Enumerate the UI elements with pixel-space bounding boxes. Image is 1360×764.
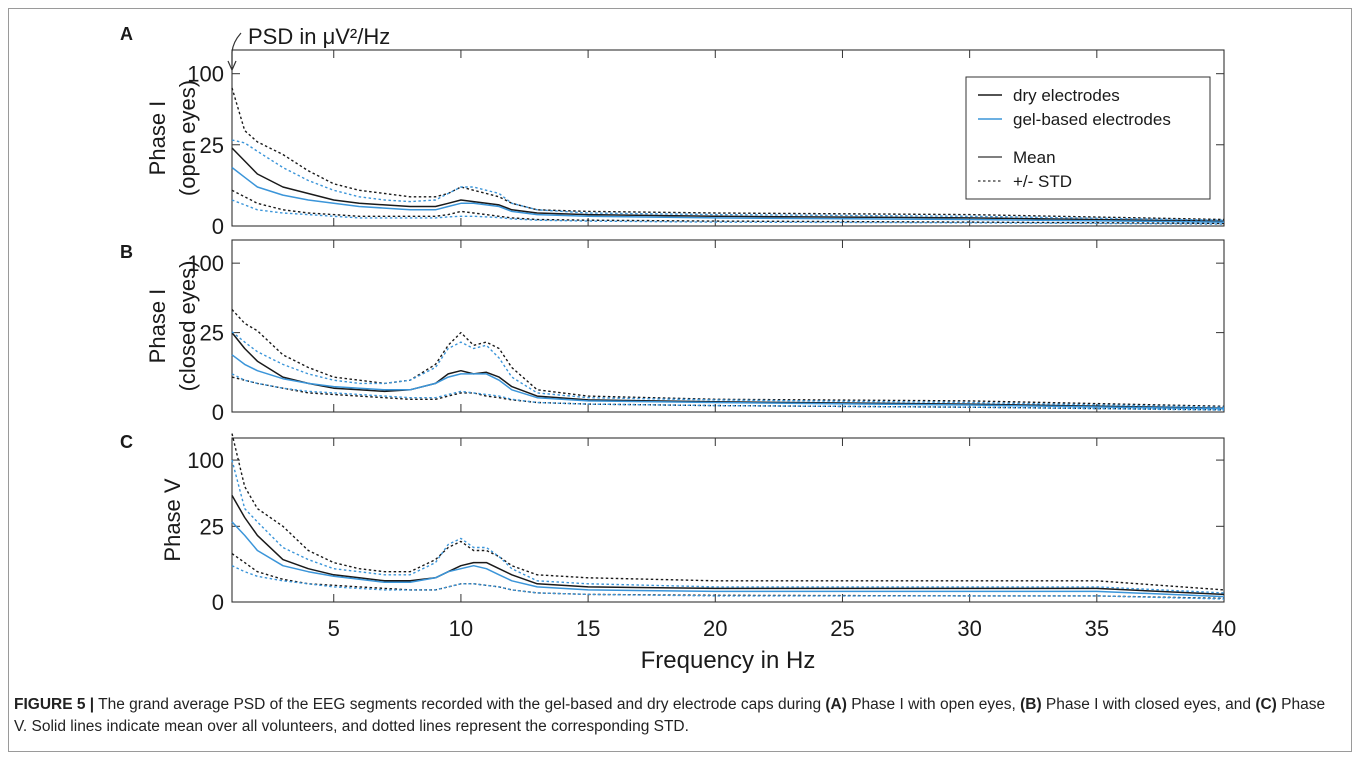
y-tick-label: 100 <box>187 62 224 87</box>
series-gel-mean-line <box>231 166 1225 223</box>
y-tick-label: 25 <box>200 321 224 346</box>
caption-panel-ref: (A) <box>825 696 847 713</box>
series-gel-std-line <box>231 199 1225 225</box>
series-gel-std-line <box>231 331 1225 408</box>
panel-b <box>231 239 1225 413</box>
series-dry-std-line <box>231 189 1225 225</box>
y-tick-label: 25 <box>200 133 224 158</box>
psd-unit-annotation: PSD in μV²/Hz <box>248 24 390 49</box>
y-axis-label: (open eyes) <box>175 80 200 196</box>
series-dry-mean-line <box>231 332 1225 409</box>
series-gel-std-line <box>231 459 1225 594</box>
series-dry-mean-line <box>231 495 1225 596</box>
x-tick-label: 25 <box>830 616 854 641</box>
x-tick-label: 20 <box>703 616 727 641</box>
legend-label-mean: Mean <box>1013 148 1056 167</box>
x-tick-label: 5 <box>328 616 340 641</box>
series-gel-std-line <box>231 373 1225 411</box>
panel-letter: A <box>120 24 133 44</box>
series-gel-std-line <box>231 139 1225 221</box>
y-tick-label: 100 <box>187 448 224 473</box>
y-tick-label: 100 <box>187 251 224 276</box>
x-tick-label: 15 <box>576 616 600 641</box>
y-tick-label: 0 <box>212 400 224 425</box>
legend-label-dry: dry electrodes <box>1013 86 1120 105</box>
panel-c <box>231 433 1225 603</box>
axes-box <box>231 239 1225 413</box>
figure-frame <box>8 8 1352 752</box>
caption-label: FIGURE 5 | <box>14 696 95 713</box>
y-axis-label: (closed eyes) <box>175 261 200 392</box>
panel-a <box>231 49 1225 227</box>
caption-text: Phase V. Solid lines indicate mean over … <box>14 696 1326 735</box>
caption-text: Phase I with closed eyes, and <box>1041 696 1256 713</box>
x-tick-label: 10 <box>449 616 473 641</box>
axes-box <box>231 49 1225 227</box>
y-axis-label: Phase V <box>160 478 185 561</box>
annotation-arrow-shaft <box>231 32 242 66</box>
caption-body: The grand average PSD of the EEG segment… <box>14 696 1325 735</box>
series-gel-mean-line <box>231 521 1225 598</box>
series-dry-mean-line <box>231 147 1225 222</box>
legend-box <box>965 76 1211 200</box>
caption-text: Phase I with open eyes, <box>846 696 1021 713</box>
legend <box>965 76 1211 200</box>
y-axis-label: Phase I <box>145 289 170 364</box>
series-gel-std-line <box>231 565 1225 600</box>
x-tick-label: 35 <box>1085 616 1109 641</box>
legend-label-gel: gel-based electrodes <box>1013 110 1171 129</box>
y-tick-label: 0 <box>212 214 224 239</box>
series-dry-std-line <box>231 433 1225 591</box>
axes-box <box>231 437 1225 603</box>
series-dry-std-line <box>231 376 1225 411</box>
caption-panel-ref: (C) <box>1255 696 1277 713</box>
figure-caption: FIGURE 5 | The grand average PSD of the … <box>14 694 1334 738</box>
series-dry-std-line <box>231 87 1225 221</box>
x-tick-label: 30 <box>957 616 981 641</box>
y-axis-label: Phase I <box>145 101 170 176</box>
panel-letter: C <box>120 432 133 452</box>
panel-letter: B <box>120 242 133 262</box>
legend-label-std: +/- STD <box>1013 172 1072 191</box>
series-gel-mean-line <box>231 354 1225 410</box>
caption-text: The grand average PSD of the EEG segment… <box>94 696 826 713</box>
x-tick-label: 40 <box>1212 616 1236 641</box>
caption-panel-ref: (B) <box>1020 696 1042 713</box>
annotation-arrow-head <box>227 60 237 72</box>
y-tick-label: 25 <box>200 514 224 539</box>
y-tick-label: 0 <box>212 590 224 615</box>
x-axis-label: Frequency in Hz <box>641 647 816 674</box>
